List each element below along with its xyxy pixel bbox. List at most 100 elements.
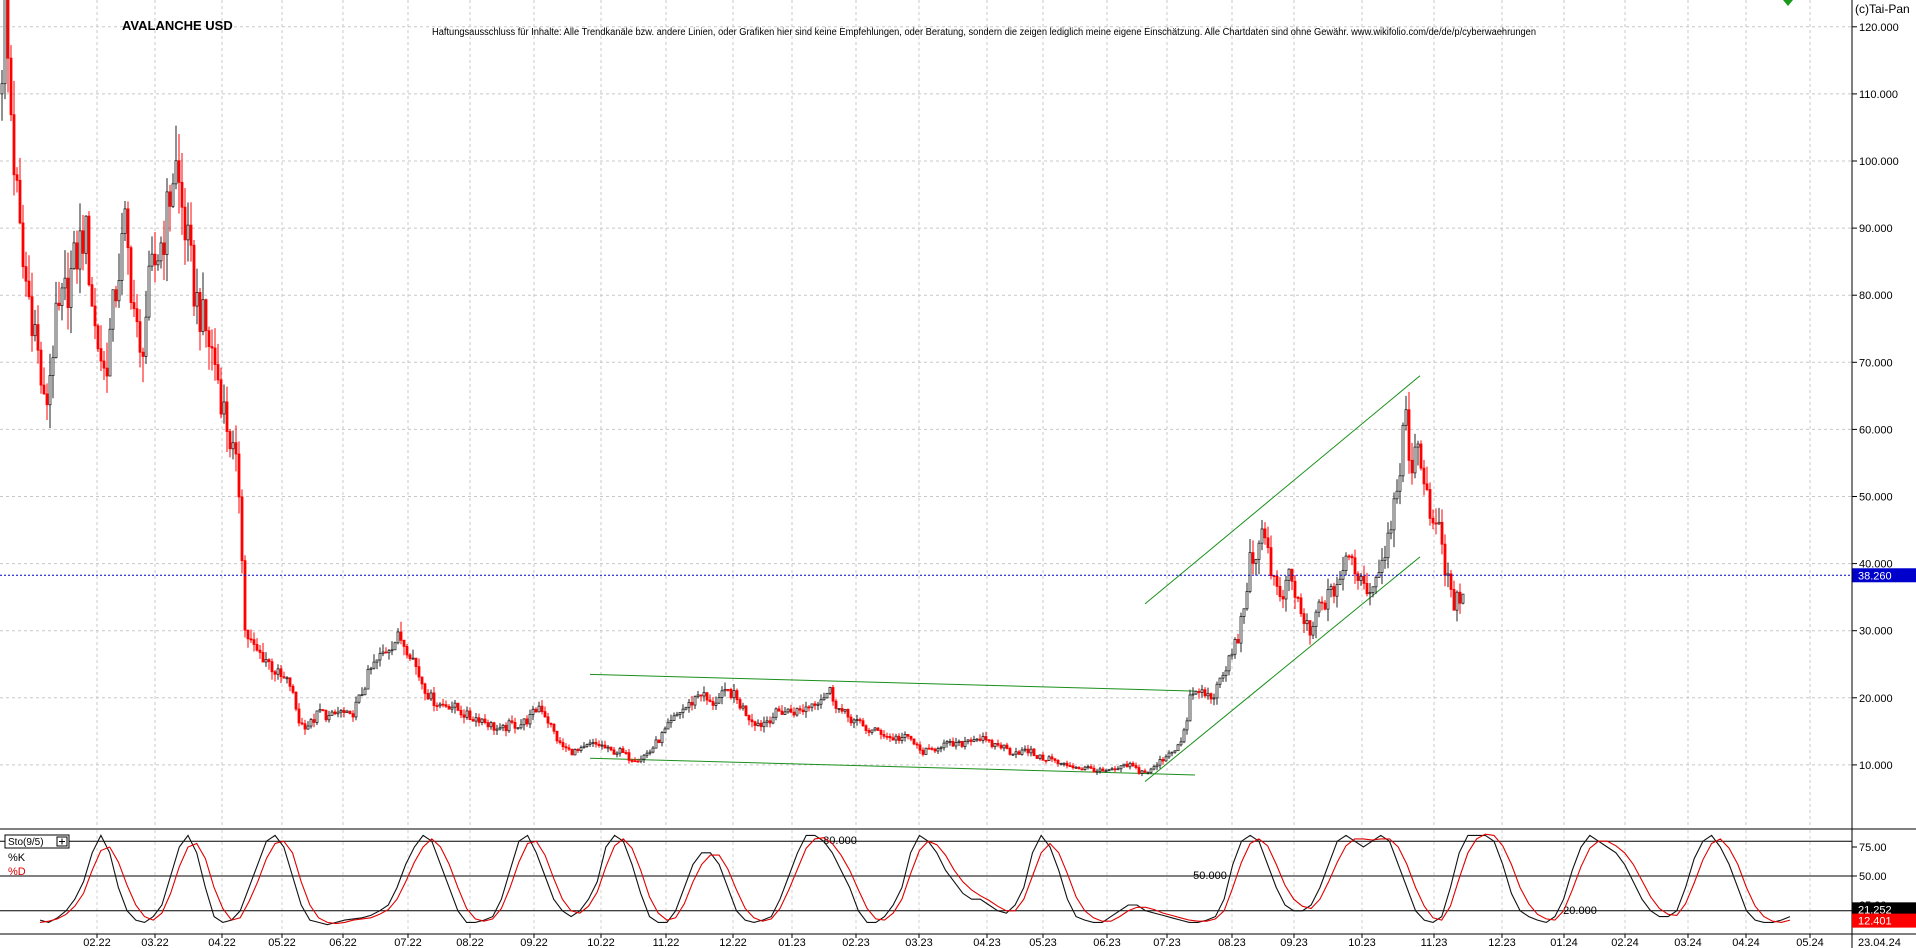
candle-body [894, 735, 898, 741]
candle-body [423, 683, 427, 694]
candle-body [765, 720, 769, 723]
candle-body [1257, 542, 1261, 560]
candle-body [324, 710, 328, 721]
candle-body [9, 57, 13, 116]
candle-body [69, 268, 73, 309]
d-readout-label: 12.401 [1858, 916, 1892, 928]
candle-body [1215, 683, 1219, 699]
candle-body [783, 711, 787, 715]
candle-body [807, 706, 811, 709]
candle-body [624, 752, 628, 754]
candle-body [429, 692, 433, 700]
candle-body [288, 677, 292, 687]
trend-line[interactable] [1144, 375, 1421, 605]
candle-body [1089, 766, 1093, 769]
candle-body [27, 280, 31, 298]
candle-body [438, 703, 442, 707]
candle-body [1251, 552, 1255, 564]
candle-body [786, 708, 790, 713]
candle-body [618, 748, 622, 754]
time-tick-label: 09.22 [520, 937, 548, 948]
candle-body [906, 733, 910, 737]
candle-body [276, 668, 280, 675]
candle-body [180, 181, 184, 208]
time-tick-label: 08.23 [1218, 937, 1246, 948]
candle-body [750, 719, 754, 723]
candle-body [1035, 755, 1039, 759]
candle-body [1122, 763, 1126, 767]
indicator-box[interactable] [4, 834, 70, 849]
candle-body [1119, 765, 1123, 770]
candle-body [519, 724, 523, 729]
candle-body [528, 714, 532, 725]
stochastic-level-label: 20.000 [1563, 905, 1597, 917]
candle-body [834, 700, 838, 709]
candle-body [318, 709, 322, 712]
candle-body [1314, 611, 1318, 627]
candle-body [114, 289, 118, 302]
candle-body [42, 384, 46, 395]
candle-body [354, 701, 358, 718]
candle-body [1155, 764, 1159, 768]
candle-body [705, 692, 709, 701]
candle-body [219, 379, 223, 415]
candle-body [966, 739, 970, 742]
candle-body [1401, 424, 1405, 477]
price-tick-label: 50.000 [1859, 492, 1893, 504]
candle-body [789, 708, 793, 713]
candle-body [1263, 528, 1267, 539]
candle-body [633, 760, 637, 763]
candle-body [831, 687, 835, 702]
price-panel: 38.260 10.000 20.000 30.000 40.000 50.000 60.… [0, 0, 1916, 828]
candle-body [708, 699, 712, 702]
candle-body [600, 744, 604, 747]
candle-body [1080, 768, 1084, 771]
candle-body [489, 722, 493, 728]
candle-body [12, 114, 16, 176]
price-tick-label: 60.000 [1859, 424, 1893, 436]
candle-body [522, 718, 526, 726]
candle-body [390, 649, 394, 652]
candle-body [237, 453, 241, 498]
trend-line[interactable] [589, 673, 1196, 692]
candle-body [918, 744, 922, 751]
candle-body [570, 748, 574, 756]
candle-body [1179, 741, 1183, 746]
candle-body [540, 705, 544, 713]
candle-body [1014, 751, 1018, 755]
candle-body [345, 710, 349, 714]
time-tick-label: 02.24 [1611, 937, 1639, 948]
candle-body [1362, 575, 1366, 584]
candle-body [57, 302, 61, 306]
time-tick-label: 06.22 [329, 937, 357, 948]
candle-body [1281, 596, 1285, 600]
candle-body [1092, 767, 1096, 773]
trend-line[interactable] [1144, 556, 1421, 783]
candle-body [168, 191, 172, 207]
candle-body [1176, 744, 1180, 752]
candle-body [1221, 674, 1225, 679]
candle-body [732, 690, 736, 699]
candle-body [795, 708, 799, 716]
candle-body [1380, 559, 1384, 573]
candle-body [654, 739, 658, 749]
candle-body [3, 0, 7, 85]
candle-body [1230, 653, 1234, 657]
stochastic-tick-label: 75.00 [1859, 842, 1887, 854]
candle-body [912, 738, 916, 745]
candle-body [897, 735, 901, 741]
candle-body [1218, 677, 1222, 685]
time-tick-label: 01.24 [1550, 937, 1578, 948]
candle-body [1095, 770, 1099, 773]
candle-body [459, 709, 463, 716]
candle-body [1026, 748, 1030, 754]
candle-body [1053, 758, 1057, 761]
candle-body [855, 719, 859, 721]
candle-body [900, 737, 904, 741]
candle-body [1461, 593, 1465, 604]
candle-body [525, 718, 529, 725]
candle-body [1437, 521, 1441, 525]
candle-body [369, 667, 373, 670]
candle-body [111, 289, 115, 330]
